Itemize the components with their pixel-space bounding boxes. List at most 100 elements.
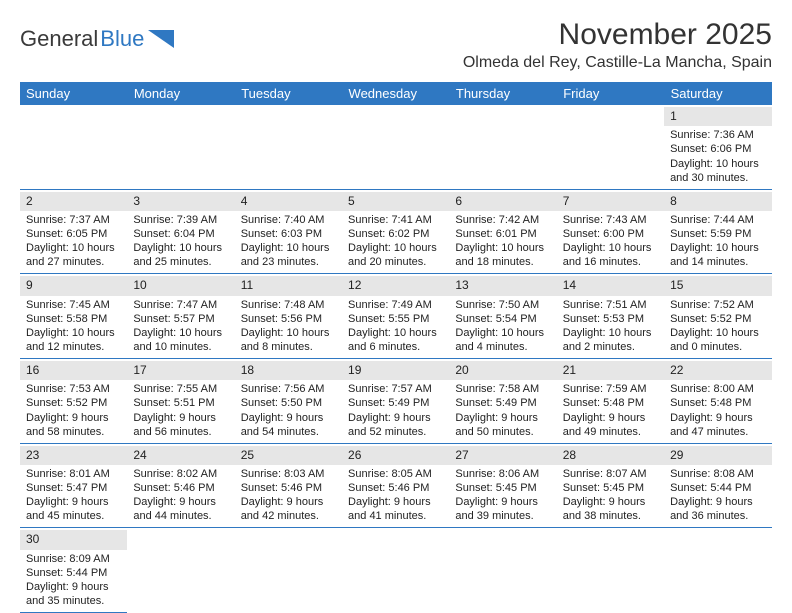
sunrise-text: Sunrise: 7:53 AM xyxy=(26,382,121,396)
calendar-cell: 16Sunrise: 7:53 AMSunset: 5:52 PMDayligh… xyxy=(20,359,127,444)
calendar-cell xyxy=(235,528,342,613)
sunset-text: Sunset: 6:04 PM xyxy=(133,227,228,241)
sunrise-text: Sunrise: 7:45 AM xyxy=(26,298,121,312)
daylight-text: Daylight: 9 hours and 39 minutes. xyxy=(455,495,550,523)
day-number: 27 xyxy=(449,446,556,465)
calendar-cell: 20Sunrise: 7:58 AMSunset: 5:49 PMDayligh… xyxy=(449,359,556,444)
weekday-header: Monday xyxy=(127,82,234,105)
logo-text-2: Blue xyxy=(100,26,144,52)
calendar-cell: 14Sunrise: 7:51 AMSunset: 5:53 PMDayligh… xyxy=(557,274,664,359)
day-number: 3 xyxy=(127,192,234,211)
daylight-text: Daylight: 9 hours and 49 minutes. xyxy=(563,411,658,439)
sunrise-text: Sunrise: 7:59 AM xyxy=(563,382,658,396)
calendar-week-row: 30Sunrise: 8:09 AMSunset: 5:44 PMDayligh… xyxy=(20,528,772,613)
day-number: 7 xyxy=(557,192,664,211)
sunrise-text: Sunrise: 7:37 AM xyxy=(26,213,121,227)
sunset-text: Sunset: 5:49 PM xyxy=(455,396,550,410)
daylight-text: Daylight: 9 hours and 54 minutes. xyxy=(241,411,336,439)
day-number: 21 xyxy=(557,361,664,380)
sunrise-text: Sunrise: 8:00 AM xyxy=(670,382,765,396)
sunrise-text: Sunrise: 7:58 AM xyxy=(455,382,550,396)
calendar-cell: 3Sunrise: 7:39 AMSunset: 6:04 PMDaylight… xyxy=(127,189,234,274)
calendar-cell: 12Sunrise: 7:49 AMSunset: 5:55 PMDayligh… xyxy=(342,274,449,359)
calendar-cell: 28Sunrise: 8:07 AMSunset: 5:45 PMDayligh… xyxy=(557,443,664,528)
logo: GeneralBlue xyxy=(20,18,174,52)
calendar-cell xyxy=(449,105,556,189)
day-number: 4 xyxy=(235,192,342,211)
daylight-text: Daylight: 9 hours and 44 minutes. xyxy=(133,495,228,523)
sunset-text: Sunset: 5:48 PM xyxy=(670,396,765,410)
sunset-text: Sunset: 6:06 PM xyxy=(670,142,765,156)
day-number: 15 xyxy=(664,276,771,295)
calendar-cell xyxy=(557,528,664,613)
day-number: 20 xyxy=(449,361,556,380)
sunset-text: Sunset: 5:57 PM xyxy=(133,312,228,326)
calendar-cell: 21Sunrise: 7:59 AMSunset: 5:48 PMDayligh… xyxy=(557,359,664,444)
weekday-header: Saturday xyxy=(664,82,771,105)
calendar-cell: 8Sunrise: 7:44 AMSunset: 5:59 PMDaylight… xyxy=(664,189,771,274)
daylight-text: Daylight: 10 hours and 2 minutes. xyxy=(563,326,658,354)
logo-flag-icon xyxy=(148,30,174,48)
day-number: 11 xyxy=(235,276,342,295)
day-number: 19 xyxy=(342,361,449,380)
day-number: 30 xyxy=(20,530,127,549)
sunset-text: Sunset: 5:45 PM xyxy=(563,481,658,495)
daylight-text: Daylight: 10 hours and 4 minutes. xyxy=(455,326,550,354)
sunset-text: Sunset: 6:05 PM xyxy=(26,227,121,241)
sunrise-text: Sunrise: 8:08 AM xyxy=(670,467,765,481)
calendar-cell: 6Sunrise: 7:42 AMSunset: 6:01 PMDaylight… xyxy=(449,189,556,274)
sunrise-text: Sunrise: 7:41 AM xyxy=(348,213,443,227)
sunset-text: Sunset: 6:03 PM xyxy=(241,227,336,241)
sunset-text: Sunset: 5:49 PM xyxy=(348,396,443,410)
sunrise-text: Sunrise: 8:02 AM xyxy=(133,467,228,481)
sunrise-text: Sunrise: 8:01 AM xyxy=(26,467,121,481)
daylight-text: Daylight: 10 hours and 18 minutes. xyxy=(455,241,550,269)
calendar-cell: 17Sunrise: 7:55 AMSunset: 5:51 PMDayligh… xyxy=(127,359,234,444)
daylight-text: Daylight: 10 hours and 20 minutes. xyxy=(348,241,443,269)
day-number: 12 xyxy=(342,276,449,295)
sunrise-text: Sunrise: 7:47 AM xyxy=(133,298,228,312)
weekday-header: Friday xyxy=(557,82,664,105)
sunset-text: Sunset: 6:00 PM xyxy=(563,227,658,241)
day-number: 18 xyxy=(235,361,342,380)
calendar-week-row: 23Sunrise: 8:01 AMSunset: 5:47 PMDayligh… xyxy=(20,443,772,528)
calendar-week-row: 1Sunrise: 7:36 AMSunset: 6:06 PMDaylight… xyxy=(20,105,772,189)
sunrise-text: Sunrise: 7:56 AM xyxy=(241,382,336,396)
sunrise-text: Sunrise: 7:42 AM xyxy=(455,213,550,227)
calendar-cell xyxy=(449,528,556,613)
calendar-cell: 15Sunrise: 7:52 AMSunset: 5:52 PMDayligh… xyxy=(664,274,771,359)
calendar-cell xyxy=(557,105,664,189)
day-number: 2 xyxy=(20,192,127,211)
sunset-text: Sunset: 5:46 PM xyxy=(348,481,443,495)
calendar-cell xyxy=(342,105,449,189)
sunset-text: Sunset: 5:46 PM xyxy=(133,481,228,495)
daylight-text: Daylight: 9 hours and 35 minutes. xyxy=(26,580,121,608)
daylight-text: Daylight: 10 hours and 16 minutes. xyxy=(563,241,658,269)
day-number: 24 xyxy=(127,446,234,465)
daylight-text: Daylight: 10 hours and 8 minutes. xyxy=(241,326,336,354)
sunrise-text: Sunrise: 7:51 AM xyxy=(563,298,658,312)
day-number: 5 xyxy=(342,192,449,211)
calendar-cell: 26Sunrise: 8:05 AMSunset: 5:46 PMDayligh… xyxy=(342,443,449,528)
daylight-text: Daylight: 9 hours and 56 minutes. xyxy=(133,411,228,439)
calendar-cell: 25Sunrise: 8:03 AMSunset: 5:46 PMDayligh… xyxy=(235,443,342,528)
daylight-text: Daylight: 10 hours and 10 minutes. xyxy=(133,326,228,354)
sunset-text: Sunset: 5:52 PM xyxy=(26,396,121,410)
day-number: 8 xyxy=(664,192,771,211)
day-number: 6 xyxy=(449,192,556,211)
weekday-header: Wednesday xyxy=(342,82,449,105)
day-number: 10 xyxy=(127,276,234,295)
sunset-text: Sunset: 6:02 PM xyxy=(348,227,443,241)
sunrise-text: Sunrise: 7:55 AM xyxy=(133,382,228,396)
calendar-cell xyxy=(127,105,234,189)
month-title: November 2025 xyxy=(463,18,772,52)
daylight-text: Daylight: 9 hours and 38 minutes. xyxy=(563,495,658,523)
sunrise-text: Sunrise: 8:05 AM xyxy=(348,467,443,481)
day-number: 13 xyxy=(449,276,556,295)
calendar-cell: 22Sunrise: 8:00 AMSunset: 5:48 PMDayligh… xyxy=(664,359,771,444)
sunrise-text: Sunrise: 7:49 AM xyxy=(348,298,443,312)
daylight-text: Daylight: 9 hours and 42 minutes. xyxy=(241,495,336,523)
sunrise-text: Sunrise: 7:40 AM xyxy=(241,213,336,227)
calendar-cell xyxy=(20,105,127,189)
sunrise-text: Sunrise: 7:44 AM xyxy=(670,213,765,227)
